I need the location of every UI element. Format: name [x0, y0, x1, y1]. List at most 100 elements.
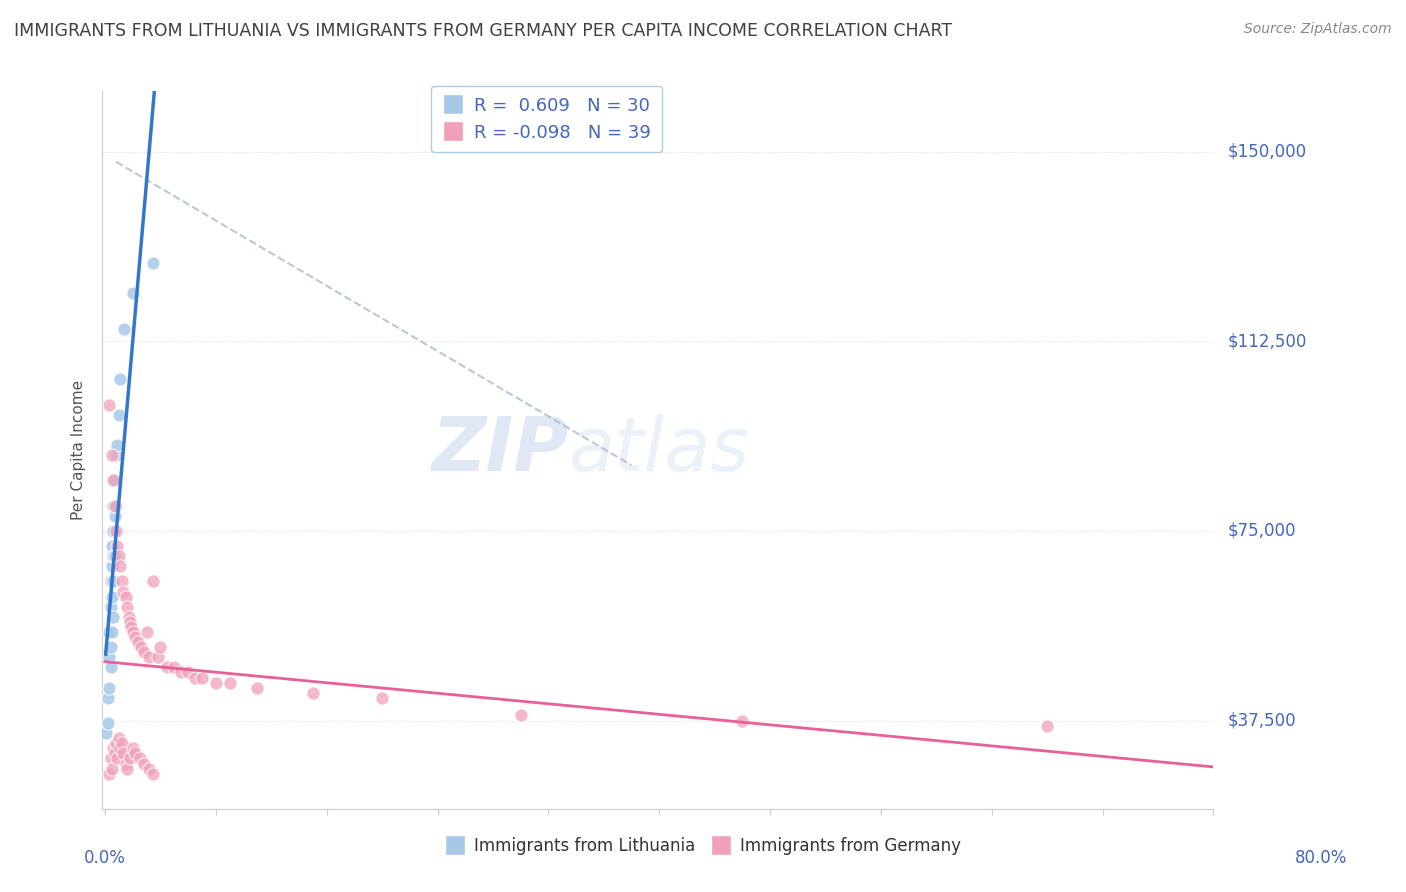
- Point: [191, 671, 214, 685]
- Point: [110, 736, 132, 750]
- Point: [121, 625, 143, 640]
- Text: Source: ZipAtlas.com: Source: ZipAtlas.com: [1244, 22, 1392, 37]
- Point: [112, 321, 135, 335]
- Point: [110, 372, 132, 386]
- Point: [100, 574, 122, 589]
- Point: [117, 610, 139, 624]
- Point: [115, 762, 138, 776]
- Point: [120, 620, 142, 634]
- Point: [118, 751, 141, 765]
- Point: [104, 508, 127, 523]
- Point: [1036, 718, 1059, 732]
- Point: [101, 762, 124, 776]
- Text: $37,500: $37,500: [1227, 712, 1296, 730]
- Text: ZIP: ZIP: [432, 414, 569, 486]
- Point: [129, 640, 152, 655]
- Point: [301, 686, 323, 700]
- Point: [108, 408, 131, 422]
- Point: [96, 726, 118, 740]
- Point: [105, 524, 128, 538]
- Point: [101, 539, 124, 553]
- Point: [103, 524, 125, 538]
- Point: [142, 574, 165, 589]
- Point: [105, 499, 128, 513]
- Point: [132, 645, 155, 659]
- Point: [98, 398, 121, 412]
- Point: [108, 731, 131, 746]
- Point: [105, 736, 128, 750]
- Point: [371, 690, 394, 705]
- Point: [111, 584, 134, 599]
- Text: atlas: atlas: [569, 414, 751, 486]
- Point: [163, 660, 186, 674]
- Point: [127, 635, 149, 649]
- Point: [124, 747, 146, 761]
- Point: [142, 766, 165, 780]
- Y-axis label: Per Capita Income: Per Capita Income: [72, 380, 86, 520]
- Point: [104, 747, 127, 761]
- Point: [110, 741, 132, 756]
- Point: [118, 615, 141, 629]
- Point: [138, 762, 160, 776]
- Point: [104, 549, 127, 564]
- Point: [105, 448, 128, 462]
- Point: [128, 751, 150, 765]
- Point: [108, 549, 131, 564]
- Point: [138, 650, 160, 665]
- Point: [509, 708, 531, 723]
- Point: [107, 438, 129, 452]
- Point: [110, 559, 132, 574]
- Text: $75,000: $75,000: [1227, 522, 1296, 540]
- Point: [146, 650, 169, 665]
- Text: 0.0%: 0.0%: [84, 849, 127, 867]
- Point: [114, 756, 136, 771]
- Point: [177, 665, 200, 680]
- Point: [246, 681, 269, 695]
- Point: [142, 256, 165, 270]
- Point: [121, 741, 143, 756]
- Point: [107, 539, 129, 553]
- Legend: R =  0.609   N = 30, R = -0.098   N = 39: R = 0.609 N = 30, R = -0.098 N = 39: [432, 86, 662, 153]
- Point: [101, 448, 124, 462]
- Point: [731, 714, 754, 728]
- Point: [104, 474, 127, 488]
- Point: [156, 660, 179, 674]
- Point: [103, 474, 125, 488]
- Text: $112,500: $112,500: [1227, 333, 1306, 351]
- Point: [101, 559, 124, 574]
- Point: [101, 625, 124, 640]
- Point: [124, 630, 146, 644]
- Point: [103, 499, 125, 513]
- Point: [97, 690, 120, 705]
- Point: [135, 625, 157, 640]
- Point: [205, 675, 228, 690]
- Point: [132, 756, 155, 771]
- Point: [121, 286, 143, 301]
- Point: [115, 599, 138, 614]
- Point: [101, 590, 124, 604]
- Text: IMMIGRANTS FROM LITHUANIA VS IMMIGRANTS FROM GERMANY PER CAPITA INCOME CORRELATI: IMMIGRANTS FROM LITHUANIA VS IMMIGRANTS …: [14, 22, 952, 40]
- Point: [100, 660, 122, 674]
- Point: [149, 640, 172, 655]
- Point: [100, 599, 122, 614]
- Point: [103, 574, 125, 589]
- Point: [184, 671, 207, 685]
- Point: [103, 741, 125, 756]
- Text: $150,000: $150,000: [1227, 143, 1306, 161]
- Point: [107, 751, 129, 765]
- Point: [103, 610, 125, 624]
- Point: [114, 590, 136, 604]
- Point: [170, 665, 193, 680]
- Point: [110, 574, 132, 589]
- Text: 80.0%: 80.0%: [1295, 849, 1347, 867]
- Point: [98, 625, 121, 640]
- Point: [98, 650, 121, 665]
- Point: [100, 751, 122, 765]
- Legend: Immigrants from Lithuania, Immigrants from Germany: Immigrants from Lithuania, Immigrants fr…: [439, 830, 967, 862]
- Point: [98, 681, 121, 695]
- Point: [97, 716, 120, 731]
- Point: [218, 675, 240, 690]
- Point: [104, 499, 127, 513]
- Point: [98, 766, 121, 780]
- Point: [100, 640, 122, 655]
